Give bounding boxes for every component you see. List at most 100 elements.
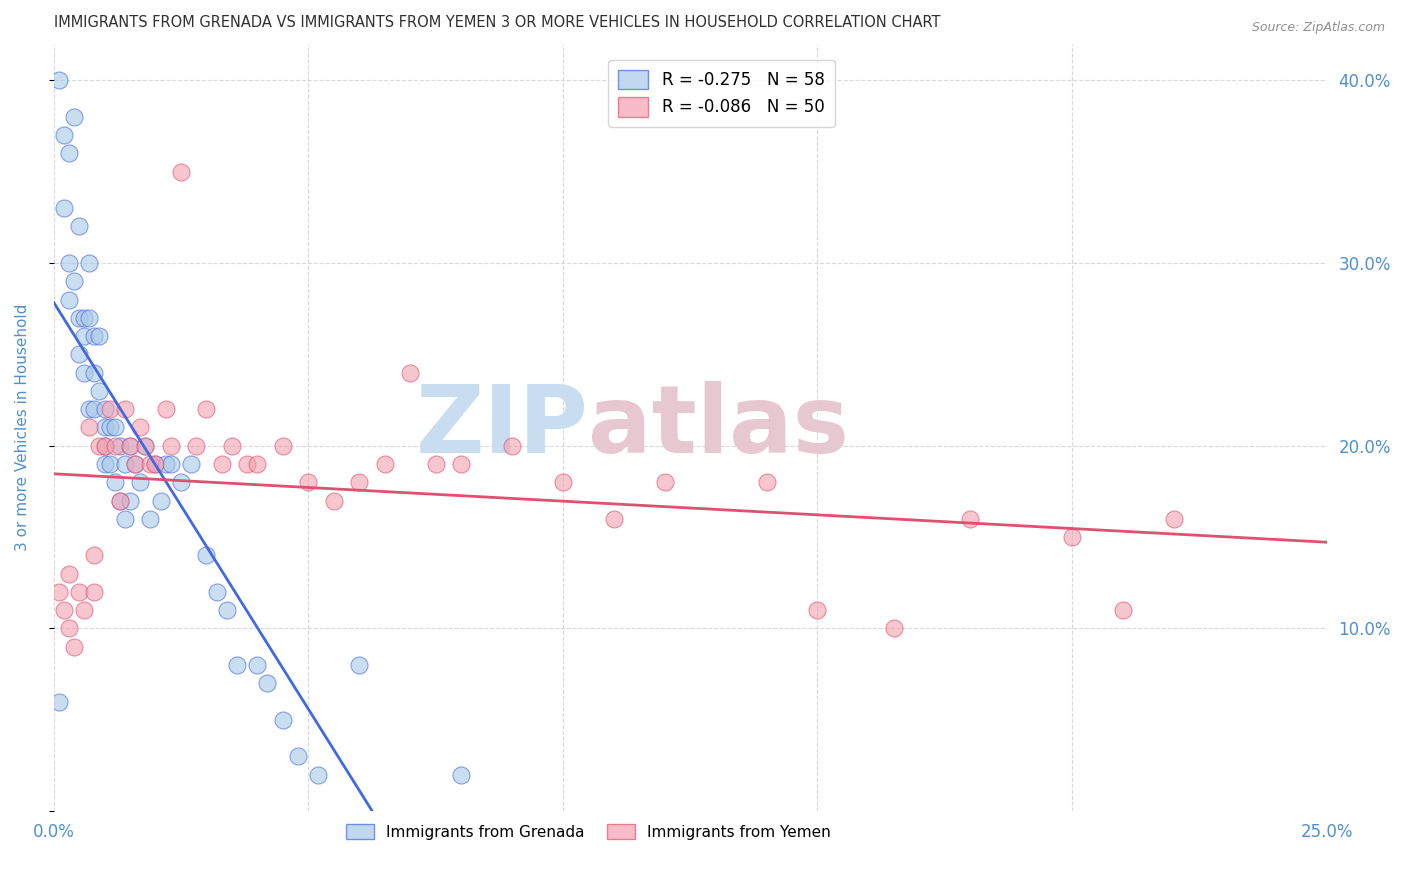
Point bbox=[89, 384, 111, 398]
Point bbox=[114, 457, 136, 471]
Point bbox=[501, 439, 523, 453]
Point bbox=[93, 439, 115, 453]
Point bbox=[58, 622, 80, 636]
Point bbox=[104, 439, 127, 453]
Point bbox=[98, 457, 121, 471]
Point bbox=[221, 439, 243, 453]
Point bbox=[83, 329, 105, 343]
Point bbox=[959, 512, 981, 526]
Point bbox=[603, 512, 626, 526]
Point bbox=[114, 512, 136, 526]
Point bbox=[155, 402, 177, 417]
Point bbox=[48, 73, 70, 87]
Point bbox=[883, 622, 905, 636]
Point bbox=[118, 439, 141, 453]
Point bbox=[180, 457, 202, 471]
Point bbox=[52, 128, 75, 142]
Point bbox=[104, 475, 127, 490]
Point bbox=[322, 493, 344, 508]
Point bbox=[93, 402, 115, 417]
Text: ZIP: ZIP bbox=[415, 382, 588, 474]
Text: IMMIGRANTS FROM GRENADA VS IMMIGRANTS FROM YEMEN 3 OR MORE VEHICLES IN HOUSEHOLD: IMMIGRANTS FROM GRENADA VS IMMIGRANTS FR… bbox=[53, 15, 941, 30]
Point bbox=[139, 512, 162, 526]
Point bbox=[149, 493, 172, 508]
Point bbox=[205, 585, 228, 599]
Point bbox=[271, 713, 294, 727]
Point bbox=[58, 293, 80, 307]
Point bbox=[271, 439, 294, 453]
Point bbox=[48, 585, 70, 599]
Point bbox=[211, 457, 233, 471]
Point bbox=[374, 457, 396, 471]
Point bbox=[58, 566, 80, 581]
Point bbox=[654, 475, 676, 490]
Point bbox=[83, 585, 105, 599]
Point bbox=[77, 402, 100, 417]
Point bbox=[186, 439, 208, 453]
Point bbox=[108, 493, 131, 508]
Point bbox=[226, 658, 249, 673]
Point bbox=[129, 420, 152, 434]
Point bbox=[89, 439, 111, 453]
Point bbox=[755, 475, 778, 490]
Point bbox=[93, 439, 115, 453]
Text: atlas: atlas bbox=[588, 382, 849, 474]
Point bbox=[67, 347, 90, 361]
Y-axis label: 3 or more Vehicles in Household: 3 or more Vehicles in Household bbox=[15, 304, 30, 551]
Point bbox=[170, 164, 193, 178]
Point bbox=[63, 640, 86, 654]
Point bbox=[170, 475, 193, 490]
Point bbox=[63, 274, 86, 288]
Point bbox=[93, 457, 115, 471]
Point bbox=[139, 457, 162, 471]
Point bbox=[52, 603, 75, 617]
Point bbox=[287, 749, 309, 764]
Point bbox=[215, 603, 238, 617]
Point bbox=[1163, 512, 1185, 526]
Point bbox=[450, 767, 472, 781]
Point bbox=[83, 402, 105, 417]
Point bbox=[155, 457, 177, 471]
Point bbox=[104, 420, 127, 434]
Point bbox=[98, 420, 121, 434]
Point bbox=[83, 549, 105, 563]
Point bbox=[67, 219, 90, 234]
Point bbox=[246, 658, 269, 673]
Point bbox=[134, 439, 156, 453]
Point bbox=[124, 457, 146, 471]
Point bbox=[77, 420, 100, 434]
Point bbox=[63, 110, 86, 124]
Point bbox=[297, 475, 319, 490]
Point bbox=[195, 402, 218, 417]
Point bbox=[1112, 603, 1135, 617]
Legend: Immigrants from Grenada, Immigrants from Yemen: Immigrants from Grenada, Immigrants from… bbox=[340, 818, 837, 846]
Point bbox=[195, 549, 218, 563]
Point bbox=[1062, 530, 1084, 544]
Point bbox=[67, 585, 90, 599]
Point bbox=[159, 457, 181, 471]
Point bbox=[450, 457, 472, 471]
Point bbox=[58, 146, 80, 161]
Point bbox=[58, 256, 80, 270]
Text: Source: ZipAtlas.com: Source: ZipAtlas.com bbox=[1251, 21, 1385, 34]
Point bbox=[129, 475, 152, 490]
Point bbox=[134, 439, 156, 453]
Point bbox=[77, 310, 100, 325]
Point bbox=[307, 767, 329, 781]
Point bbox=[73, 366, 96, 380]
Point bbox=[73, 310, 96, 325]
Point bbox=[145, 457, 167, 471]
Point bbox=[236, 457, 259, 471]
Point bbox=[114, 402, 136, 417]
Point bbox=[124, 457, 146, 471]
Point bbox=[347, 475, 370, 490]
Point bbox=[246, 457, 269, 471]
Point bbox=[159, 439, 181, 453]
Point bbox=[806, 603, 828, 617]
Point bbox=[347, 658, 370, 673]
Point bbox=[399, 366, 422, 380]
Point bbox=[89, 329, 111, 343]
Point bbox=[93, 420, 115, 434]
Point bbox=[118, 493, 141, 508]
Point bbox=[73, 329, 96, 343]
